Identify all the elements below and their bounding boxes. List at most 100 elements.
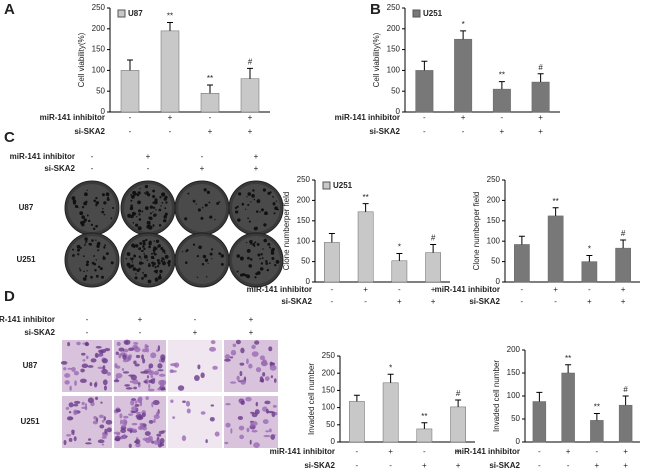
cell [134,363,140,367]
error-bar [247,67,253,79]
colony [160,246,164,251]
cell [103,416,106,421]
cell [131,406,138,411]
cell [73,400,81,404]
y-tick-label: 0 [516,437,521,446]
error-bar [421,60,428,71]
cell [73,370,79,376]
cell [120,428,127,434]
colony [142,245,145,248]
cell [248,363,253,369]
colony [89,242,92,246]
cell [80,368,85,373]
condition-sign: - [331,297,334,306]
significance-label: ** [421,412,427,421]
cell [214,431,220,437]
error-bar [460,30,467,40]
cell [99,424,105,429]
condition-label: si-SKA2 [281,297,312,306]
colony [254,276,257,279]
colony [244,208,247,210]
colony [131,195,135,199]
y-axis-label: Cell viability(%) [372,32,381,87]
cell [212,365,218,370]
condition-sign: - [91,152,94,161]
colony [134,192,138,196]
condition-label: miR-141 inhibitor [247,285,312,294]
bar [415,70,434,113]
cell [245,396,252,402]
colony [83,201,88,206]
cell [125,387,133,390]
cell [106,427,112,433]
cell [230,428,233,434]
plate-rim [232,184,280,232]
colony [146,220,151,225]
cell [255,401,259,407]
cell [60,360,68,365]
colony [269,262,271,265]
legend-label: U87 [128,9,143,18]
y-axis-label: Clone numberper field [472,192,481,271]
colony [137,268,140,271]
colony [93,262,97,266]
condition-sign: + [254,152,259,161]
condition-label: miR-141 inhibitor [335,113,400,122]
cell [131,422,138,426]
cell [98,414,104,419]
cell [135,354,141,359]
colony [91,239,94,242]
condition-sign: - [194,315,197,324]
colony [128,265,132,269]
cell [259,376,264,382]
colony [237,192,242,196]
cell [240,347,245,354]
condition-sign: - [538,447,541,456]
cell [158,430,165,434]
colony [133,254,137,258]
colony [95,196,98,200]
condition-sign: + [363,285,368,294]
cell [229,381,237,384]
colony [256,242,260,246]
colony [164,254,169,259]
colony [162,261,166,266]
y-tick-label: 100 [487,236,501,245]
colony [192,243,196,246]
cell [132,379,139,385]
y-tick-label: 0 [496,277,501,286]
cell [157,369,164,372]
error-bar [430,243,437,253]
cell [93,415,97,420]
colony [83,218,88,222]
bar [581,261,598,283]
cell [209,417,215,422]
colony [236,205,239,208]
condition-sign: - [86,328,89,337]
error-bar [362,203,369,212]
colony [86,214,89,217]
colony [145,238,148,242]
colony [250,201,252,203]
colony [79,211,84,216]
cell [270,375,274,379]
colony [206,276,208,278]
cell [84,406,88,411]
condition-sign: + [538,113,543,122]
colony [83,270,85,273]
colony [95,239,97,241]
colony [99,267,103,271]
cell [84,342,90,347]
cell [87,365,94,368]
y-tick-label: 200 [92,24,106,33]
colony [144,184,149,189]
y-tick-label: 50 [96,86,105,95]
cell [115,351,119,356]
colony [153,246,157,251]
error-bar [127,59,133,71]
condition-label: miR-141 inhibitor [0,315,55,324]
condition-sign: - [169,127,172,136]
cell [200,411,206,415]
colony [216,202,220,205]
colony [262,188,267,192]
